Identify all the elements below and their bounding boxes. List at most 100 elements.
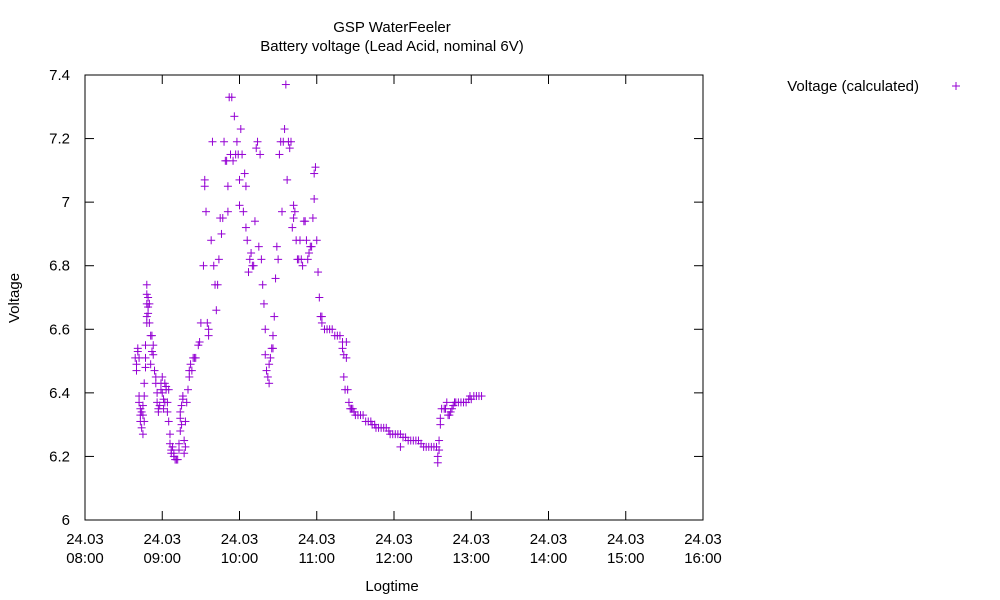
data-point xyxy=(370,420,379,429)
data-point xyxy=(254,242,263,251)
data-point xyxy=(396,442,405,451)
data-point xyxy=(209,261,218,270)
data-point xyxy=(212,306,221,315)
data-point xyxy=(204,331,213,340)
data-point xyxy=(435,436,444,445)
data-point xyxy=(350,407,359,416)
data-point xyxy=(277,207,286,216)
data-point xyxy=(289,214,298,223)
x-tick-time-label: 10:00 xyxy=(221,550,259,567)
data-point xyxy=(263,372,272,381)
x-tick-time-label: 11:00 xyxy=(299,550,335,567)
data-point xyxy=(259,299,268,308)
data-point xyxy=(180,436,189,445)
data-point xyxy=(137,423,146,432)
data-point xyxy=(227,93,236,102)
data-point xyxy=(343,385,352,394)
axis-ticks: 6 6.2 6.4 6.6 6.8 7 7.2 7.4 24.03 08:00 24.03 09:00… xyxy=(49,67,722,567)
data-point xyxy=(245,255,254,264)
data-point xyxy=(142,290,151,299)
data-point xyxy=(447,404,456,413)
data-point xyxy=(147,331,156,340)
data-point xyxy=(181,442,190,451)
data-point xyxy=(138,411,147,420)
data-point xyxy=(314,268,323,277)
data-point xyxy=(186,360,195,369)
data-point xyxy=(235,175,244,184)
data-point xyxy=(207,236,216,245)
y-tick-label: 7.4 xyxy=(49,67,70,84)
data-point xyxy=(310,194,319,203)
data-point xyxy=(236,125,245,134)
data-point xyxy=(132,366,141,375)
x-tick-time-label: 09:00 xyxy=(143,550,181,567)
data-point xyxy=(308,214,317,223)
data-point xyxy=(146,360,155,369)
data-point xyxy=(158,372,167,381)
data-point xyxy=(275,150,284,159)
data-point xyxy=(265,379,274,388)
data-point xyxy=(477,392,486,401)
data-point xyxy=(268,344,277,353)
data-point xyxy=(194,341,203,350)
data-point xyxy=(241,182,250,191)
data-point xyxy=(165,430,174,439)
y-tick-label: 6.8 xyxy=(49,258,70,275)
data-point xyxy=(256,150,265,159)
data-point xyxy=(133,344,142,353)
chart-title: GSP WaterFeeler xyxy=(333,19,451,36)
data-point xyxy=(305,249,314,257)
data-point xyxy=(266,353,275,362)
data-point xyxy=(177,401,186,410)
data-point xyxy=(180,449,189,458)
data-point xyxy=(214,255,223,264)
data-point xyxy=(187,366,196,375)
data-point xyxy=(317,318,326,327)
data-point xyxy=(253,137,262,146)
x-tick-date-label: 24.03 xyxy=(143,531,181,548)
data-point xyxy=(177,420,186,429)
x-tick-time-label: 15:00 xyxy=(607,550,645,567)
data-point xyxy=(298,261,307,270)
data-point xyxy=(238,150,247,159)
data-point xyxy=(164,385,173,394)
data-point xyxy=(155,401,164,410)
data-point xyxy=(243,236,252,245)
x-tick-time-label: 08:00 xyxy=(66,550,104,567)
data-point xyxy=(359,411,368,420)
data-point xyxy=(271,274,280,283)
data-point xyxy=(208,137,217,146)
data-point xyxy=(240,169,249,178)
y-axis-label: Voltage xyxy=(6,273,23,323)
x-tick-time-label: 12:00 xyxy=(375,550,413,567)
data-point xyxy=(144,293,153,302)
data-point xyxy=(141,363,150,372)
data-point xyxy=(339,372,348,381)
data-point xyxy=(250,217,259,226)
data-point xyxy=(257,255,266,264)
data-point xyxy=(178,392,187,401)
x-tick-time-label: 13:00 xyxy=(452,550,490,567)
data-point xyxy=(213,280,222,289)
data-point xyxy=(265,360,274,369)
data-point xyxy=(158,388,167,397)
data-point xyxy=(142,280,151,289)
data-point xyxy=(203,318,212,327)
data-point xyxy=(247,249,256,257)
data-point xyxy=(168,442,177,451)
data-point xyxy=(195,338,204,346)
data-point xyxy=(288,223,297,232)
data-point xyxy=(342,353,351,362)
y-tick-label: 6.4 xyxy=(49,385,70,402)
chart-subtitle: Battery voltage (Lead Acid, nominal 6V) xyxy=(260,38,523,55)
data-point xyxy=(274,255,283,264)
x-tick-date-label: 24.03 xyxy=(452,531,490,548)
data-point xyxy=(220,137,229,146)
data-point xyxy=(384,427,393,435)
data-point xyxy=(230,112,239,121)
data-point xyxy=(366,417,375,426)
data-point xyxy=(436,414,445,423)
data-point xyxy=(303,255,312,264)
data-point xyxy=(191,353,200,362)
y-tick-label: 6.2 xyxy=(49,448,70,465)
